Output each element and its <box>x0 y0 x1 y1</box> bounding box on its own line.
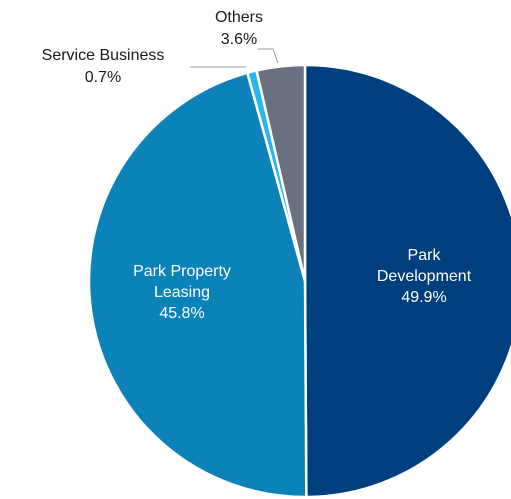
slice-value-label: 3.6% <box>221 31 257 48</box>
slice-label-park-property-leasing: Park Property Leasing 45.8% <box>133 263 231 322</box>
slice-name-label: Park Property <box>133 263 231 280</box>
slice-label-others: Others 3.6% <box>215 9 263 48</box>
slice-name-label: Leasing <box>154 284 210 301</box>
slice-value-label: 0.7% <box>85 69 121 86</box>
slice-labels: Park Development 49.9% Park Property Leasing… <box>42 9 472 322</box>
pie-slice-park-property-leasing <box>87 71 308 499</box>
slice-name-label: Others <box>215 9 263 26</box>
slice-value-label: 49.9% <box>401 289 446 306</box>
slice-name-label: Service Business <box>42 47 165 64</box>
slice-value-label: 45.8% <box>159 305 204 322</box>
pie-slices <box>87 63 511 499</box>
slice-name-label: Park <box>408 247 442 264</box>
leader-line-others <box>258 48 279 64</box>
leader-lines <box>190 48 279 68</box>
slice-name-label: Development <box>377 268 472 285</box>
pie-slice-park-development <box>303 63 511 499</box>
pie-slice-others <box>255 63 307 283</box>
slice-label-service-business: Service Business 0.7% <box>42 47 165 86</box>
slice-label-park-development: Park Development 49.9% <box>377 247 472 306</box>
